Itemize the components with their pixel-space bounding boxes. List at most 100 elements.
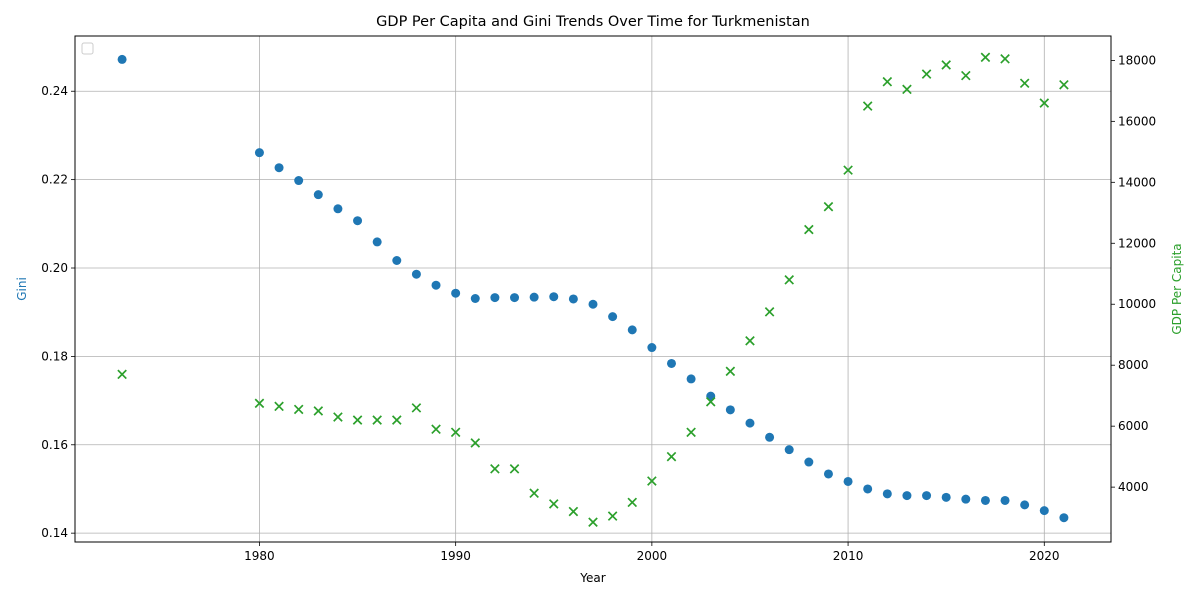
y-left-tick-label: 0.14: [41, 526, 68, 540]
gdp-per-capita-point: [1059, 79, 1069, 90]
gdp-per-capita-point: [1039, 98, 1050, 108]
x-tick-label: 2010: [833, 549, 864, 563]
gini-point: [725, 405, 735, 415]
gini-point: [392, 255, 402, 265]
gini-point: [882, 489, 892, 499]
gdp-per-capita-point: [921, 69, 932, 79]
gini-point: [745, 418, 755, 428]
gdp-per-capita-point: [411, 403, 422, 413]
gini-point: [353, 216, 363, 226]
x-tick-label: 1980: [244, 549, 275, 563]
gini-point: [411, 269, 421, 279]
gdp-per-capita-point: [588, 517, 598, 527]
x-tick-label: 2000: [637, 549, 668, 563]
y-right-tick-label: 6000: [1118, 419, 1149, 433]
gini-point: [588, 299, 598, 309]
gdp-per-capita-point: [647, 476, 657, 486]
gini-point: [961, 494, 971, 504]
gini-point: [863, 484, 873, 494]
gini-point: [568, 294, 578, 304]
data-points: [117, 52, 1069, 527]
gdp-per-capita-point: [293, 404, 304, 415]
gdp-per-capita-point: [666, 451, 677, 462]
y-left-tick-label: 0.20: [41, 261, 68, 275]
y-left-tick-label: 0.24: [41, 84, 68, 98]
gdp-per-capita-point: [372, 415, 382, 425]
y-left-tick-label: 0.22: [41, 173, 68, 187]
gdp-per-capita-point: [254, 398, 265, 409]
gdp-per-capita-point: [686, 427, 696, 438]
y-left-tick-label: 0.18: [41, 349, 68, 363]
gini-point: [117, 54, 127, 64]
gini-point: [470, 294, 480, 304]
legend-box: [81, 42, 94, 55]
gdp-per-capita-point: [450, 427, 461, 438]
gdp-per-capita-point: [745, 336, 755, 346]
gini-point: [765, 432, 775, 442]
gdp-per-capita-point: [705, 396, 716, 407]
gini-point: [922, 491, 932, 501]
gdp-per-capita-point: [490, 464, 500, 474]
y-right-tick-label: 16000: [1118, 114, 1156, 128]
gdp-per-capita-point: [274, 401, 284, 412]
gdp-per-capita-point: [548, 499, 559, 509]
x-axis-title: Year: [579, 571, 605, 585]
gdp-per-capita-point: [627, 497, 638, 508]
y-right-tick-label: 18000: [1118, 53, 1156, 67]
gdp-per-capita-point: [784, 275, 795, 285]
gdp-per-capita-point: [509, 464, 520, 474]
gdp-per-capita-point: [352, 415, 363, 425]
gdp-per-capita-point: [470, 438, 481, 448]
gdp-per-capita-point: [568, 506, 579, 517]
gini-point: [549, 292, 559, 302]
gini-point: [784, 445, 794, 455]
gini-point: [1000, 495, 1010, 505]
gdp-per-capita-point: [902, 84, 912, 95]
y-right-tick-label: 10000: [1118, 297, 1156, 311]
gini-point: [823, 469, 833, 479]
gini-point: [980, 495, 990, 505]
chart-title: GDP Per Capita and Gini Trends Over Time…: [376, 14, 810, 30]
gini-point: [1039, 506, 1049, 516]
y-left-axis-title: Gini: [15, 277, 29, 301]
gini-point: [666, 358, 676, 368]
y-right-axis-title: GDP Per Capita: [1170, 243, 1184, 334]
gdp-per-capita-point: [333, 412, 343, 422]
y-left-tick-label: 0.16: [41, 438, 68, 452]
x-tick-label: 2020: [1029, 549, 1060, 563]
gini-point: [902, 491, 912, 501]
gini-point: [647, 343, 657, 353]
gini-point: [843, 476, 853, 486]
gini-point: [804, 457, 814, 467]
gini-point: [1020, 500, 1030, 510]
gdp-per-capita-point: [725, 366, 736, 377]
gini-point: [274, 163, 284, 173]
gdp-per-capita-point: [764, 307, 775, 317]
grid: [75, 36, 1111, 542]
y-right-tick-label: 12000: [1118, 236, 1156, 250]
gini-point: [510, 293, 520, 303]
gdp-per-capita-point: [391, 415, 402, 425]
gdp-per-capita-point: [862, 101, 873, 111]
gdp-per-capita-point: [117, 369, 127, 380]
gini-point: [608, 312, 618, 322]
gdp-per-capita-point: [941, 60, 951, 70]
y-right-tick-label: 14000: [1118, 175, 1156, 189]
gdp-per-capita-point: [607, 511, 618, 521]
gdp-per-capita-point: [961, 70, 971, 81]
gini-point: [529, 292, 539, 302]
gini-point: [333, 204, 343, 214]
gini-point: [254, 148, 264, 158]
gini-point: [1059, 513, 1069, 523]
gdp-per-capita-point: [980, 52, 991, 63]
gini-point: [686, 374, 696, 384]
y-right-tick-label: 4000: [1118, 480, 1149, 494]
gdp-per-capita-point: [431, 424, 441, 435]
gini-point: [941, 492, 951, 502]
gini-point: [431, 280, 441, 290]
gini-point: [313, 190, 323, 200]
gdp-per-capita-point: [823, 201, 834, 212]
gdp-per-capita-point: [804, 224, 814, 235]
gini-point: [490, 293, 500, 303]
